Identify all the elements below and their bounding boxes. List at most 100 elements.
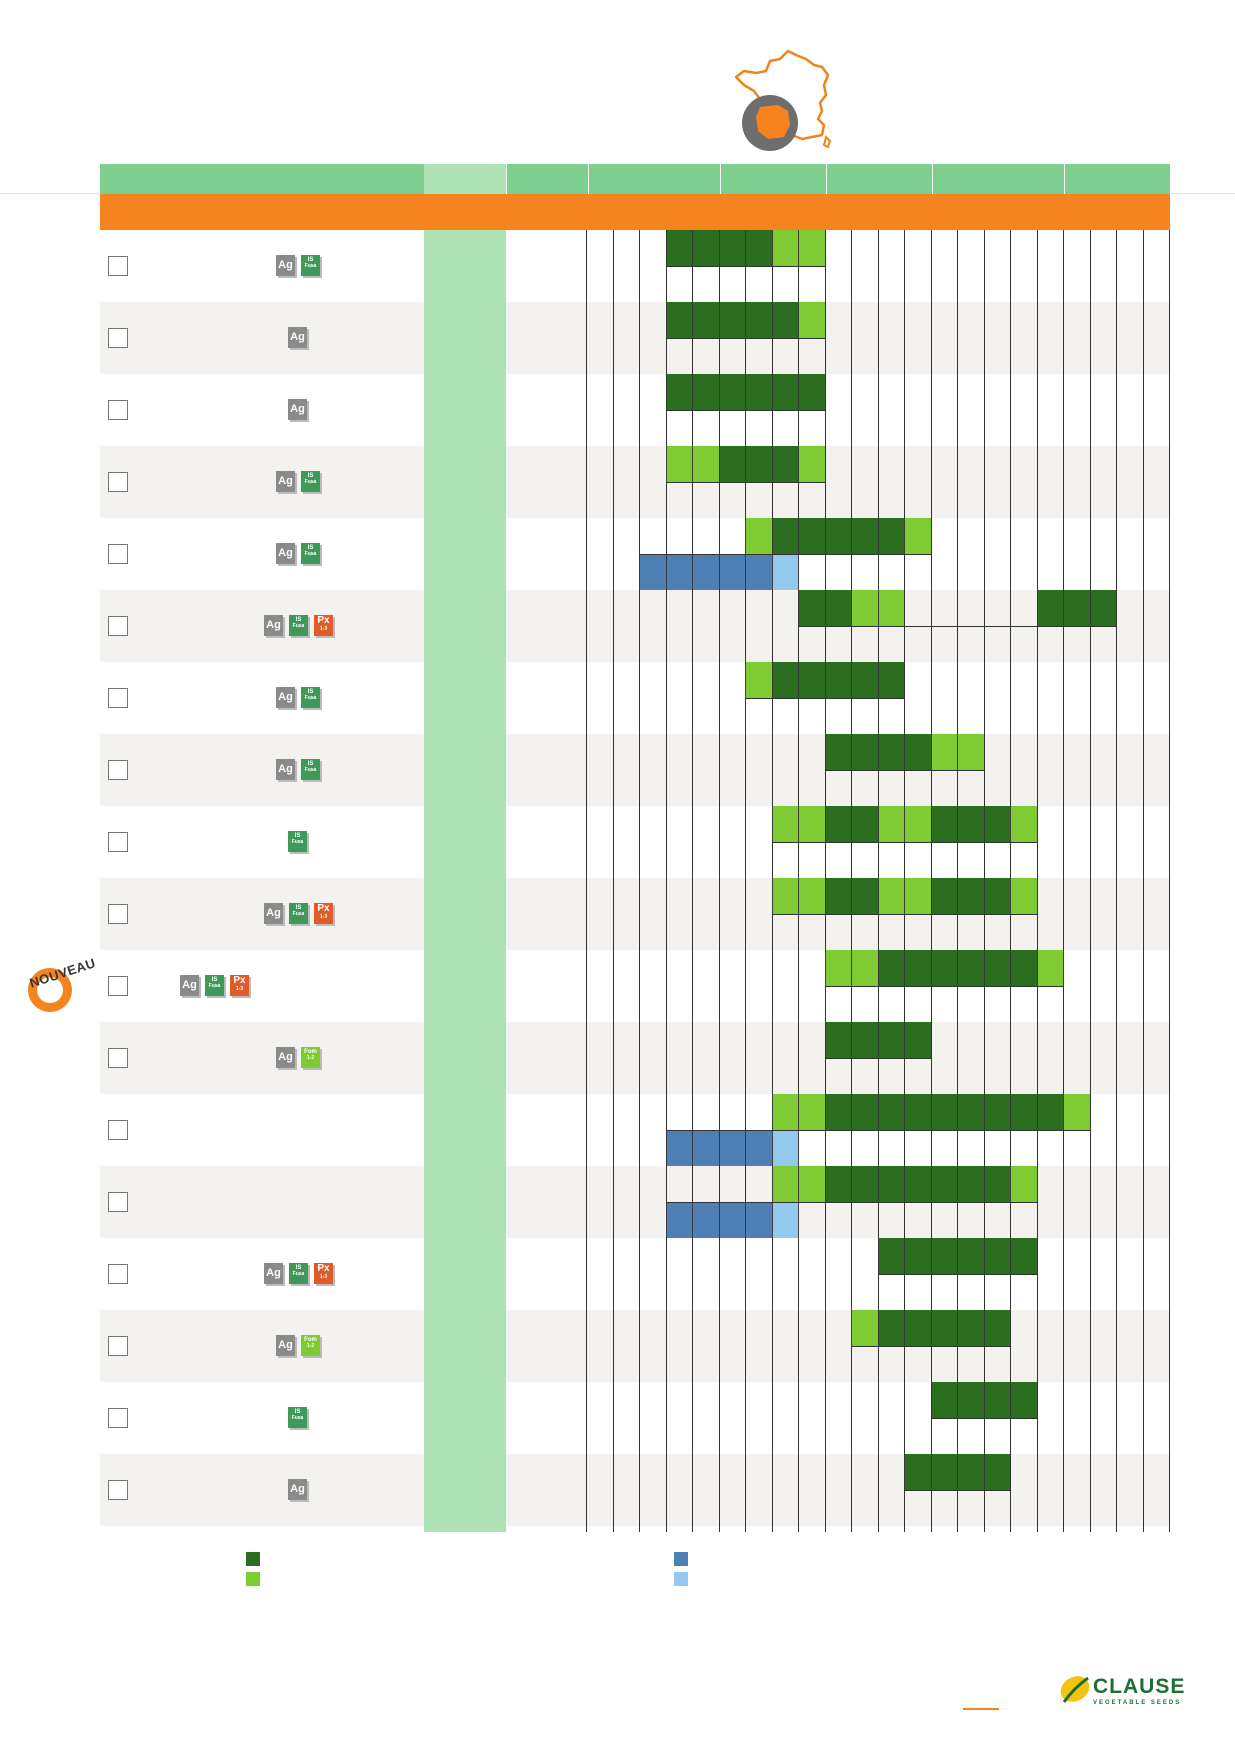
header-cell: [424, 164, 506, 194]
row-checkbox[interactable]: [108, 1048, 128, 1068]
grid-line: [586, 230, 587, 1532]
grid-line: [1169, 230, 1170, 1532]
header-cell: [720, 164, 826, 194]
grid-midline: [825, 986, 1064, 987]
calendar-bar-light: [1037, 950, 1064, 986]
row-checkbox[interactable]: [108, 688, 128, 708]
row-checkbox[interactable]: [108, 256, 128, 276]
legend-light-blue: [674, 1572, 688, 1586]
grid-line: [772, 230, 773, 1532]
calendar-bar-dark: [1037, 590, 1117, 626]
row-checkbox[interactable]: [108, 1408, 128, 1428]
calendar-bar-dark: [666, 302, 799, 338]
grid-midline: [639, 554, 931, 555]
header-cell: [506, 164, 588, 194]
header-cell: [588, 164, 720, 194]
fom-resistance-icon: Fom 1-2: [301, 1335, 320, 1356]
calendar-bar-light: [1010, 1166, 1037, 1202]
is-resistance-icon: IS Fusa: [301, 759, 320, 780]
ag-resistance-icon: Ag: [276, 759, 295, 780]
row-checkbox[interactable]: [108, 328, 128, 348]
table-row: [100, 374, 1170, 446]
calendar-bar-light: [1063, 1094, 1090, 1130]
calendar-bar-light: [904, 518, 931, 554]
px-resistance-icon: Px 1-3: [314, 1263, 333, 1284]
calendar-bar-dark: [772, 662, 905, 698]
grid-midline: [745, 698, 904, 699]
calendar-bar-dark: [825, 1094, 1064, 1130]
calendar-bar-lblue: [772, 1202, 799, 1238]
calendar-bar-dark: [798, 590, 851, 626]
table-header: [100, 164, 1170, 194]
row-checkbox[interactable]: [108, 400, 128, 420]
ag-resistance-icon: Ag: [276, 1047, 295, 1068]
calendar-bar-dark: [825, 1166, 1011, 1202]
row-checkbox[interactable]: [108, 976, 128, 996]
row-checkbox[interactable]: [108, 544, 128, 564]
row-checkbox[interactable]: [108, 1336, 128, 1356]
france-map-icon: [734, 49, 832, 151]
grid-line: [957, 230, 958, 1532]
calendar-bar-light: [1010, 806, 1037, 842]
calendar-bar-blue: [639, 554, 772, 590]
row-checkbox[interactable]: [108, 832, 128, 852]
row-checkbox[interactable]: [108, 760, 128, 780]
ag-resistance-icon: Ag: [180, 975, 199, 996]
row-checkbox[interactable]: [108, 616, 128, 636]
is-resistance-icon: IS Fusa: [301, 543, 320, 564]
grid-line: [1037, 230, 1038, 1532]
clause-leaf-logo-icon: [1060, 1676, 1090, 1703]
grid-line: [639, 230, 640, 1532]
is-resistance-icon: IS Fusa: [301, 687, 320, 708]
grid-line: [984, 230, 985, 1532]
ag-resistance-icon: Ag: [264, 615, 283, 636]
calendar-bar-lblue: [772, 1130, 799, 1166]
row-checkbox[interactable]: [108, 1192, 128, 1212]
is-resistance-icon: IS Fusa: [301, 471, 320, 492]
calendar-bar-light: [745, 518, 772, 554]
header-cell: [1064, 164, 1170, 194]
is-resistance-icon: IS Fusa: [289, 903, 308, 924]
header-cell: [932, 164, 1064, 194]
page-number-rule: [963, 1708, 999, 1710]
ag-resistance-icon: Ag: [264, 903, 283, 924]
new-badge: [28, 968, 72, 1012]
grid-line: [878, 230, 879, 1532]
grid-line: [692, 230, 693, 1532]
row-checkbox[interactable]: [108, 1264, 128, 1284]
is-resistance-icon: IS Fusa: [205, 975, 224, 996]
grid-line: [1090, 230, 1091, 1532]
row-checkbox[interactable]: [108, 1480, 128, 1500]
calendar-bar-dark: [931, 878, 1011, 914]
grid-midline: [851, 1346, 1010, 1347]
calendar-bar-light: [851, 1310, 878, 1346]
px-resistance-icon: Px 1-3: [230, 975, 249, 996]
row-checkbox[interactable]: [108, 904, 128, 924]
header-cell: [826, 164, 932, 194]
row-checkbox[interactable]: [108, 472, 128, 492]
ag-resistance-icon: Ag: [276, 687, 295, 708]
grid-line: [745, 230, 746, 1532]
ag-resistance-icon: Ag: [288, 327, 307, 348]
calendar-bar-dark: [931, 806, 1011, 842]
grid-line: [851, 230, 852, 1532]
is-resistance-icon: IS Fusa: [288, 1407, 307, 1428]
calendar-bar-dark: [772, 518, 905, 554]
is-resistance-icon: IS Fusa: [289, 615, 308, 636]
grid-line: [613, 230, 614, 1532]
grid-line: [931, 230, 932, 1532]
ag-resistance-icon: Ag: [276, 543, 295, 564]
row-checkbox[interactable]: [108, 1120, 128, 1140]
grid-line: [798, 230, 799, 1532]
is-resistance-icon: IS Fusa: [288, 831, 307, 852]
ag-resistance-icon: Ag: [288, 399, 307, 420]
grid-line: [1063, 230, 1064, 1532]
grid-line: [1143, 230, 1144, 1532]
table-row: [100, 302, 1170, 374]
ag-resistance-icon: Ag: [276, 471, 295, 492]
logo-tagline: VEGETABLE SEEDS: [1093, 1700, 1182, 1706]
grid-line: [1116, 230, 1117, 1532]
fom-resistance-icon: Fom 1-2: [301, 1047, 320, 1068]
is-resistance-icon: IS Fusa: [301, 255, 320, 276]
px-resistance-icon: Px 1-3: [314, 615, 333, 636]
